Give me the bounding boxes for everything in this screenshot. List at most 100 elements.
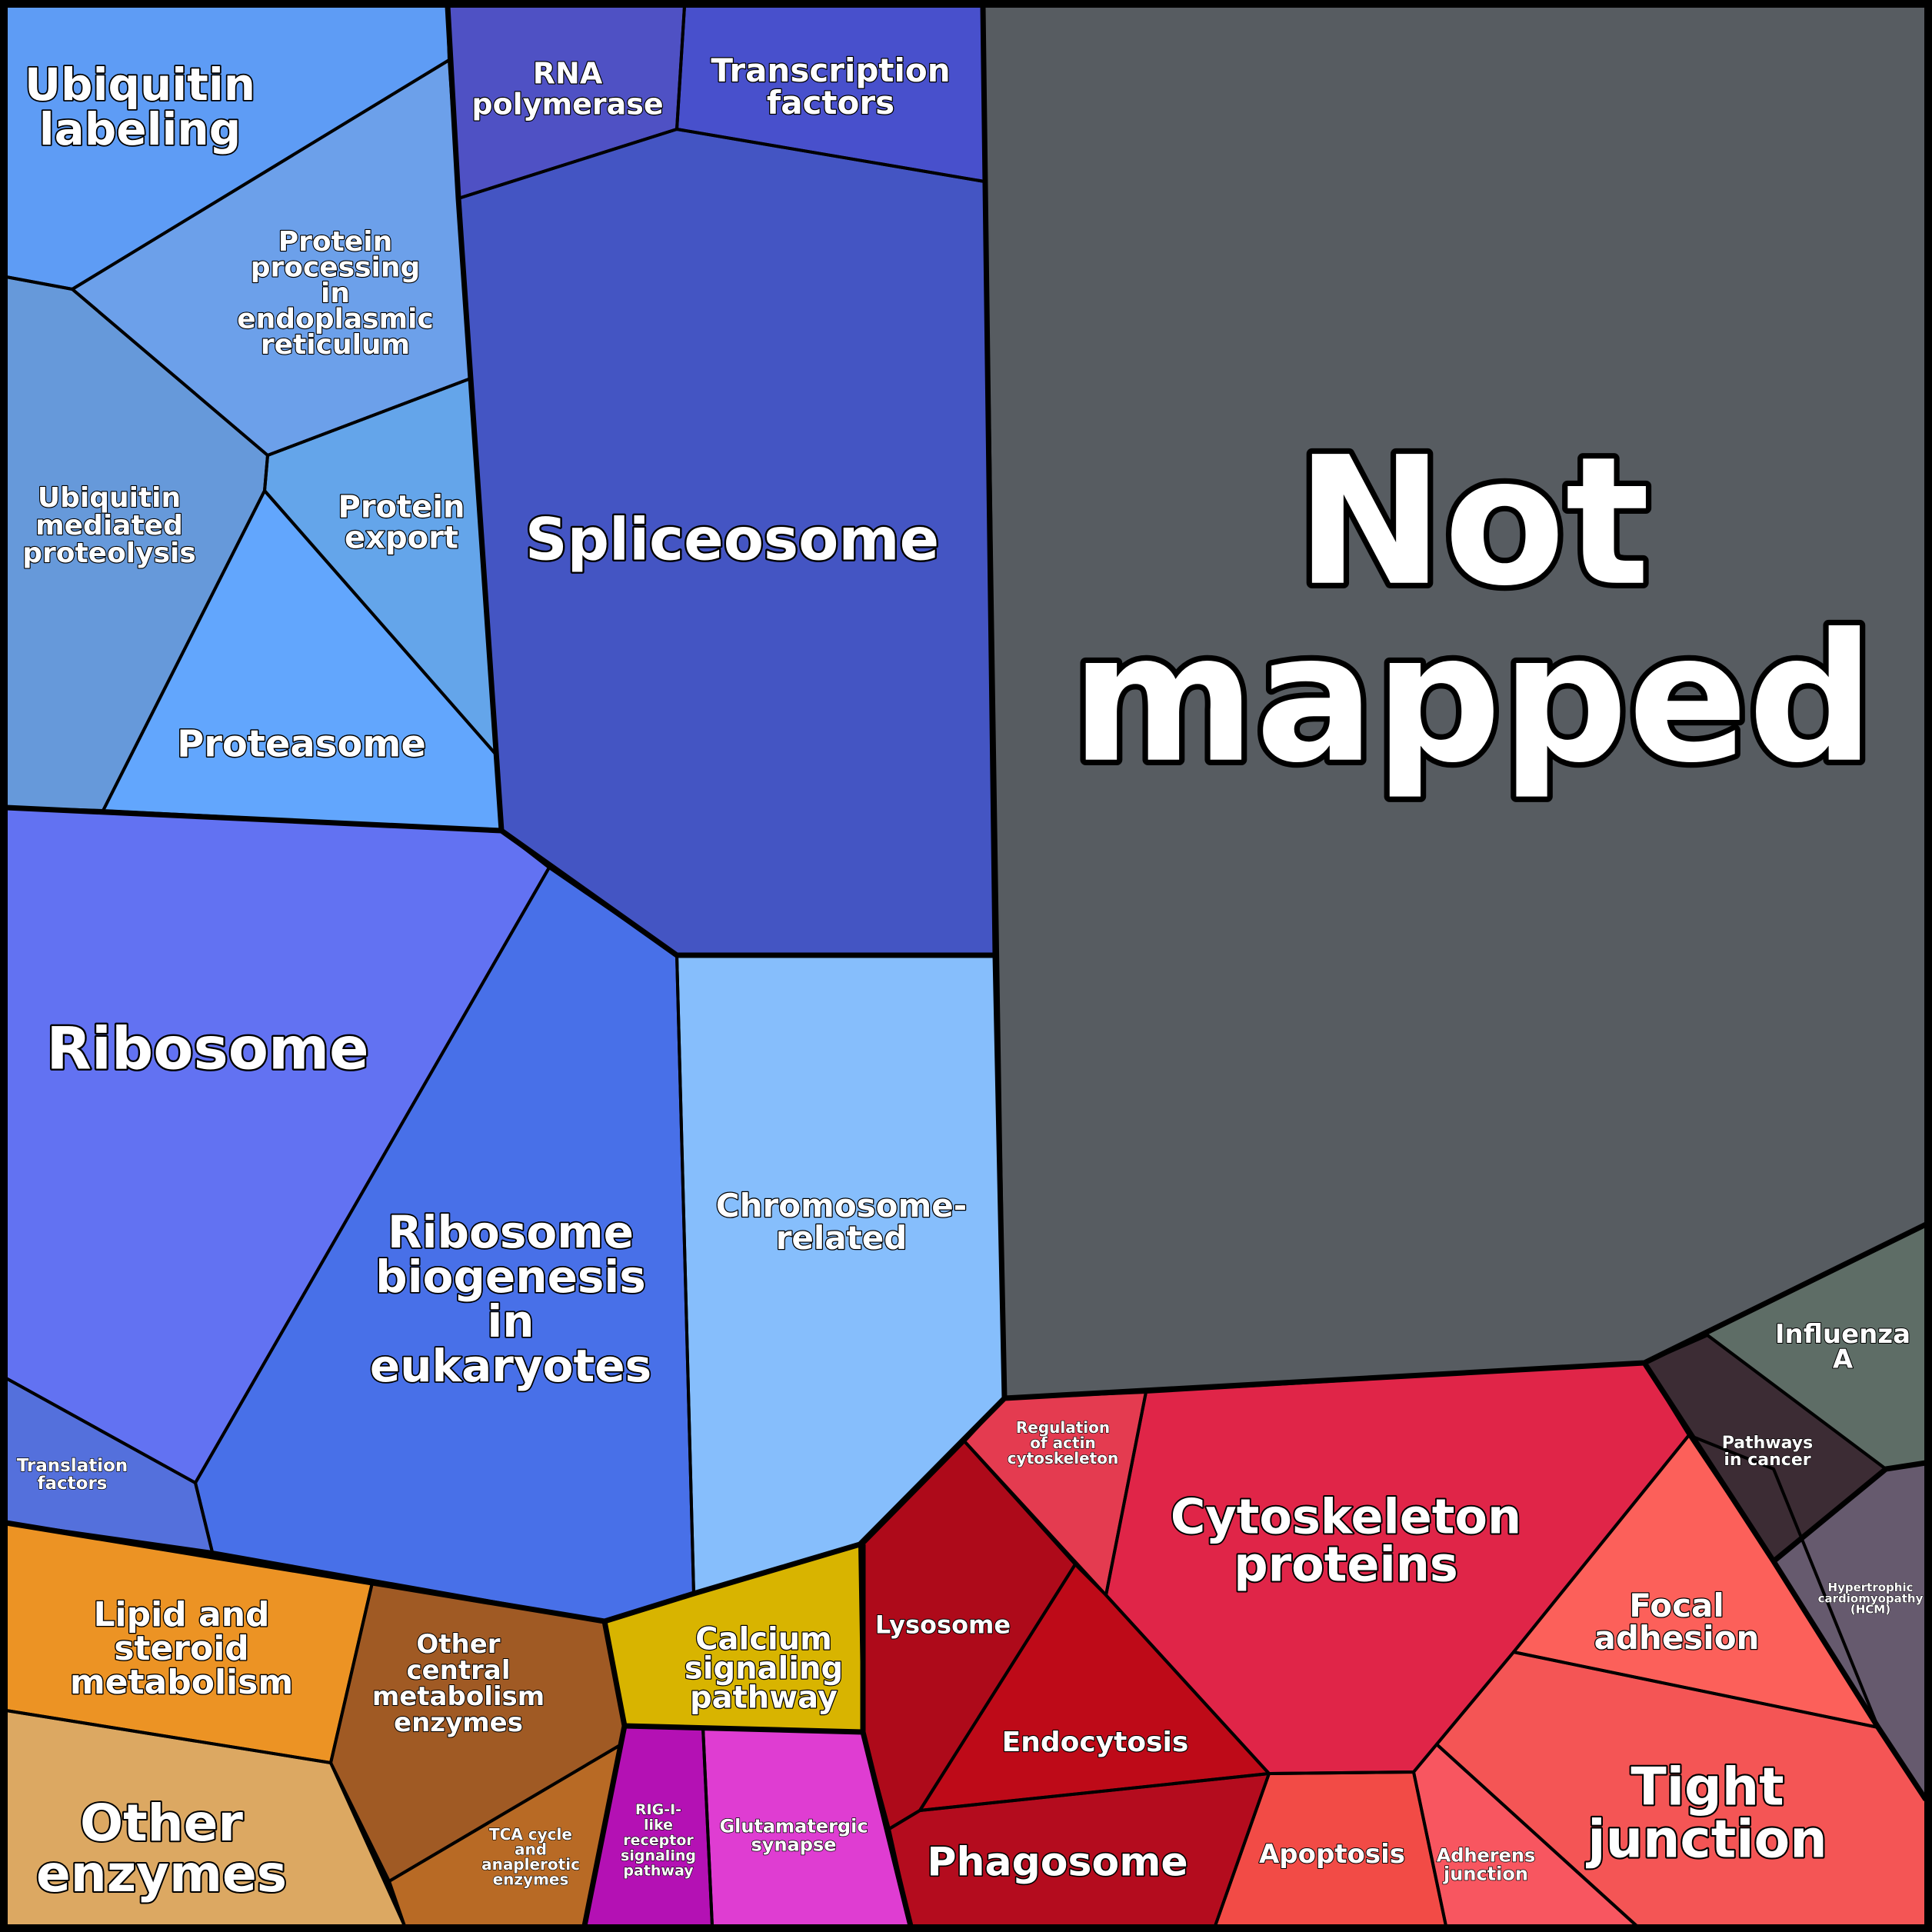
label-influenza-a: Influenza A	[1775, 1319, 1910, 1374]
label-line: enzymes	[36, 1844, 287, 1904]
label-line: RNA	[533, 57, 603, 91]
label-line: pathway	[623, 1863, 694, 1880]
label-line: Endocytosis	[1002, 1727, 1189, 1758]
label-line: Lipid and	[93, 1595, 269, 1634]
label-line: Focal	[1629, 1587, 1724, 1624]
label-cytoskeleton-proteins: Cytoskeleton proteins	[1171, 1488, 1521, 1592]
label-tca-cycle-and-anaplerotic-enzymes: TCA cycle and anaplerotic enzymes	[481, 1825, 580, 1889]
label-line: Ubiquitin	[38, 482, 181, 514]
label-line: junction	[1585, 1810, 1827, 1870]
label-ribosome-biogenesis-in-eukaryotes: Ribosome biogenesis in eukaryotes	[370, 1206, 651, 1392]
label-line: biogenesis	[375, 1251, 646, 1303]
label-line: cardiomyopathy	[1818, 1591, 1924, 1605]
label-line: enzymes	[493, 1870, 569, 1889]
label-line: Pathways	[1722, 1434, 1814, 1453]
label-hypertrophic-cardiomyopathy-hcm: Hypertrophic cardiomyopathy (HCM)	[1818, 1581, 1924, 1617]
label-other-enzymes: Other enzymes	[36, 1794, 287, 1904]
label-rig-i-like-receptor-signaling-pathway: RIG-I-like receptor signaling pathway	[621, 1801, 696, 1880]
label-line: metabolism	[372, 1681, 545, 1712]
label-apoptosis: Apoptosis	[1259, 1839, 1405, 1870]
label-regulation-of-actin-cytoskeleton: Regulation of actin cytoskeleton	[1008, 1418, 1118, 1467]
label-line: Translation	[17, 1456, 128, 1476]
label-line: Ubiquitin	[25, 58, 255, 111]
label-line: Calcium	[695, 1621, 832, 1657]
label-line: TCA cycle	[489, 1825, 572, 1844]
label-line: endoplasmic	[237, 303, 434, 335]
label-phagosome: Phagosome	[927, 1840, 1188, 1886]
label-calcium-signaling-pathway: Calcium signaling pathway	[685, 1621, 843, 1715]
label-line: Cytoskeleton	[1171, 1488, 1521, 1544]
label-line: Influenza	[1775, 1319, 1910, 1350]
label-line: mediated	[35, 510, 183, 541]
label-proteasome: Proteasome	[177, 722, 426, 765]
label-line: Spliceosome	[525, 505, 939, 573]
label-lipid-and-steroid-metabolism: Lipid and steroid metabolism	[70, 1595, 293, 1702]
label-line: in	[487, 1295, 534, 1347]
label-line: factors	[767, 84, 894, 122]
label-spliceosome: Spliceosome	[525, 505, 939, 573]
group-border	[5, 804, 502, 834]
label-line: Transcription	[711, 52, 950, 89]
label-protein-processing-in-endoplasmic-reticulum: Protein processing in endoplasmic reticulum	[237, 226, 434, 361]
label-line: adhesion	[1594, 1619, 1760, 1657]
label-glutamatergic-synapse: Glutamatergic synapse	[719, 1816, 868, 1856]
label-line: Glutamatergic	[719, 1816, 868, 1837]
label-line: signaling	[685, 1651, 843, 1686]
label-focal-adhesion: Focal adhesion	[1594, 1587, 1760, 1657]
label-line: polymerase	[471, 88, 663, 122]
label-line: and	[515, 1840, 547, 1858]
label-line: metabolism	[70, 1663, 293, 1702]
label-endocytosis: Endocytosis	[1002, 1727, 1189, 1758]
label-line: proteins	[1234, 1536, 1458, 1592]
label-not-mapped: Not mapped	[1071, 420, 1875, 802]
label-line: processing	[251, 252, 421, 284]
label-tight-junction: Tight junction	[1585, 1757, 1827, 1870]
label-line: in	[321, 278, 350, 309]
label-line: Other	[80, 1794, 243, 1853]
label-chromosome-related: Chromosome-related	[716, 1187, 967, 1257]
label-line: junction	[1443, 1864, 1528, 1885]
label-line: in cancer	[1724, 1451, 1810, 1470]
label-line: anaplerotic	[481, 1855, 580, 1874]
label-line: related	[776, 1219, 908, 1257]
label-line: central	[406, 1655, 510, 1686]
group-border	[1771, 1460, 1927, 1564]
label-line: enzymes	[394, 1707, 523, 1738]
label-line: Adherens	[1437, 1845, 1536, 1867]
label-line: like	[644, 1817, 673, 1834]
label-ribosome: Ribosome	[46, 1014, 368, 1082]
label-line: Proteasome	[177, 722, 426, 765]
group-border	[5, 1396, 1007, 1624]
label-line: Not	[1296, 420, 1650, 625]
label-line: export	[345, 520, 458, 555]
label-line: mapped	[1071, 597, 1875, 802]
label-line: steroid	[114, 1629, 249, 1668]
label-line: RIG-I-	[635, 1801, 681, 1818]
label-line: signaling	[621, 1847, 696, 1864]
label-line: Lysosome	[875, 1611, 1011, 1640]
label-line: of actin	[1030, 1434, 1095, 1452]
label-line: synapse	[751, 1834, 837, 1856]
label-pathways-in-cancer: Pathways in cancer	[1722, 1434, 1814, 1470]
label-line: Protein	[278, 226, 392, 258]
label-line: pathway	[690, 1680, 838, 1715]
label-line: Regulation	[1016, 1418, 1110, 1437]
label-protein-export: Protein export	[338, 489, 465, 555]
label-other-central-metabolism-enzymes: Other central metabolism enzymes	[372, 1629, 545, 1738]
label-line: Ribosome	[46, 1014, 368, 1082]
label-line: receptor	[623, 1832, 694, 1849]
label-line: A	[1833, 1344, 1854, 1374]
label-translation-factors: Translation factors	[17, 1456, 128, 1494]
label-line: Chromosome-	[716, 1187, 967, 1224]
label-line: proteolysis	[22, 538, 196, 569]
label-line: factors	[38, 1474, 108, 1494]
label-line: Apoptosis	[1259, 1839, 1405, 1870]
label-line: Phagosome	[927, 1840, 1188, 1886]
cells-layer	[5, 5, 1927, 1927]
label-line: (HCM)	[1850, 1603, 1890, 1617]
label-line: Other	[416, 1629, 500, 1660]
label-line: labeling	[39, 103, 241, 155]
